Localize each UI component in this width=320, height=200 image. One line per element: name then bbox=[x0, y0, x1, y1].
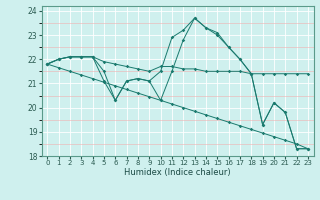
X-axis label: Humidex (Indice chaleur): Humidex (Indice chaleur) bbox=[124, 168, 231, 177]
